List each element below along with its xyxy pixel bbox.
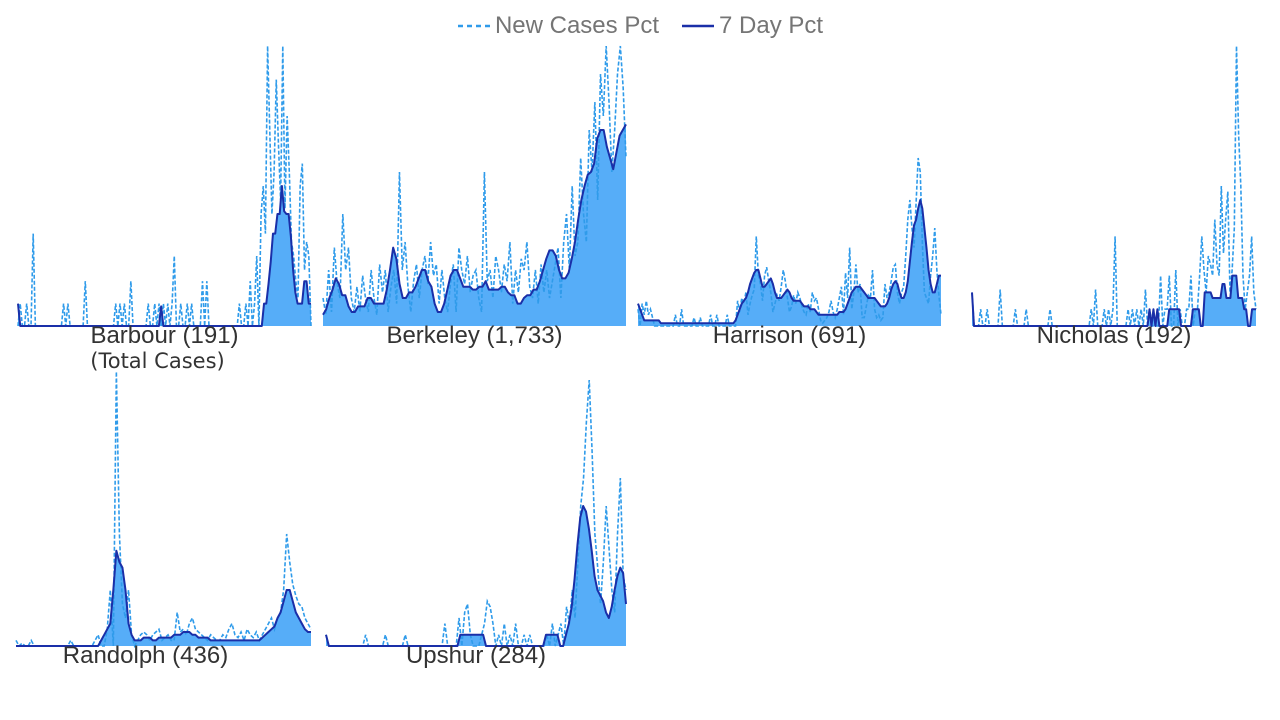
- legend-swatch-dashed: [457, 24, 490, 28]
- legend-item-7-day: 7 Day Pct: [681, 12, 823, 40]
- panel-upshur: Upshur (284): [325, 366, 627, 669]
- seven-day-area: [18, 186, 311, 326]
- seven-day-line: [17, 185, 311, 327]
- seven-day-line: [637, 199, 941, 325]
- seven-day-line: [322, 123, 627, 316]
- panel-label-harrison: Harrison (691): [712, 322, 867, 349]
- legend-label-new-cases: New Cases Pct: [494, 12, 659, 39]
- new-cases-line: [17, 45, 312, 327]
- seven-day-area: [16, 550, 311, 646]
- panel-label-barbour: Barbour (191): [90, 322, 239, 349]
- chart-berkeley: [322, 45, 627, 327]
- seven-day-line: [971, 274, 1256, 327]
- new-cases-line: [322, 45, 627, 315]
- panel-label-randolph: Randolph (436): [62, 642, 229, 669]
- panel-randolph: Randolph (436): [15, 366, 312, 669]
- panel-nicholas: Nicholas (192): [971, 45, 1257, 349]
- chart-upshur: [325, 379, 627, 647]
- panel-harrison: Harrison (691): [637, 46, 942, 349]
- new-cases-line: [971, 45, 1257, 327]
- seven-day-area: [972, 275, 1256, 326]
- chart-nicholas: [971, 45, 1257, 327]
- legend-item-new-cases: New Cases Pct: [457, 12, 659, 40]
- seven-day-line: [325, 505, 627, 647]
- chart-harrison: [637, 157, 942, 327]
- panel-berkeley: Berkeley (1,733): [322, 45, 627, 349]
- total-cases-note: (Total Cases): [90, 349, 225, 373]
- legend-swatch-solid: [682, 24, 714, 28]
- panel-barbour: Barbour (191): [17, 45, 312, 349]
- legend: New Cases Pct 7 Day Pct: [0, 12, 1280, 40]
- seven-day-area: [326, 506, 626, 646]
- panel-label-nicholas: Nicholas (192): [1036, 322, 1192, 349]
- new-cases-line: [15, 371, 312, 649]
- seven-day-area: [323, 124, 626, 327]
- new-cases-line: [325, 379, 627, 647]
- panel-label-berkeley: Berkeley (1,733): [386, 322, 563, 349]
- legend-label-7-day: 7 Day Pct: [719, 12, 824, 39]
- seven-day-line: [16, 549, 311, 647]
- chart-randolph: [15, 371, 312, 649]
- panel-label-upshur: Upshur (284): [405, 642, 547, 669]
- chart-barbour: [17, 45, 312, 327]
